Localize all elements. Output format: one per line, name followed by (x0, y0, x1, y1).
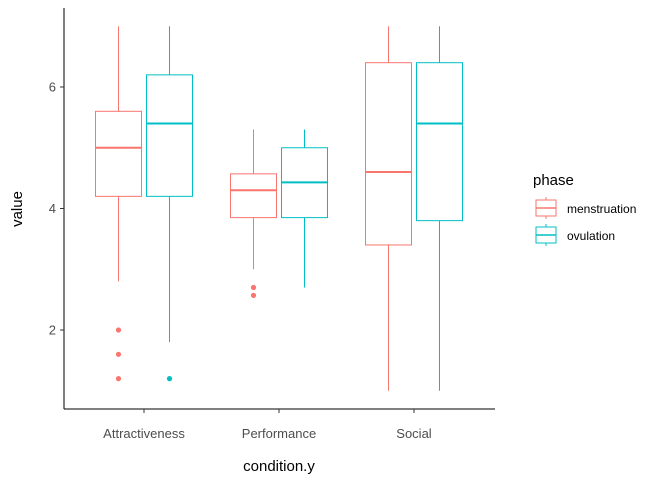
y-tick-label: 4 (49, 201, 56, 216)
box-ovulation-attractiveness (146, 26, 193, 382)
outlier-point (115, 376, 122, 382)
legend-item-ovulation: ovulation (535, 224, 615, 246)
y-axis-title: value (9, 191, 26, 227)
box-iqr (365, 62, 412, 246)
box-iqr (95, 110, 142, 197)
legend-label: ovulation (567, 229, 615, 243)
box-iqr (416, 62, 463, 222)
outlier-point (115, 351, 122, 357)
box-ovulation-performance (281, 129, 328, 288)
box-ovulation-social (416, 26, 463, 391)
legend-label: menstruation (567, 202, 636, 216)
legend: phase menstruation ovulation (533, 172, 636, 246)
x-tick-label: Attractiveness (103, 426, 185, 441)
legend-item-menstruation: menstruation (535, 197, 636, 219)
x-tick-label: Performance (242, 426, 316, 441)
outlier-point (250, 284, 257, 291)
y-tick-label: 2 (49, 323, 56, 338)
plot-area (95, 26, 463, 391)
outlier-point (115, 327, 122, 333)
y-axis-ticks: 2 4 6 (49, 80, 64, 338)
x-axis-ticks: Attractiveness Performance Social (103, 409, 432, 441)
outlier-point (166, 376, 173, 382)
box-iqr (146, 74, 193, 197)
box-menstruation-attractiveness (95, 26, 142, 382)
legend-title: phase (533, 172, 574, 189)
x-axis-title: condition.y (243, 458, 315, 475)
y-tick-label: 6 (49, 80, 56, 95)
outlier-point (250, 292, 257, 298)
box-iqr (230, 173, 277, 219)
x-tick-label: Social (396, 426, 432, 441)
box-menstruation-performance (230, 129, 277, 298)
box-menstruation-social (365, 26, 412, 391)
